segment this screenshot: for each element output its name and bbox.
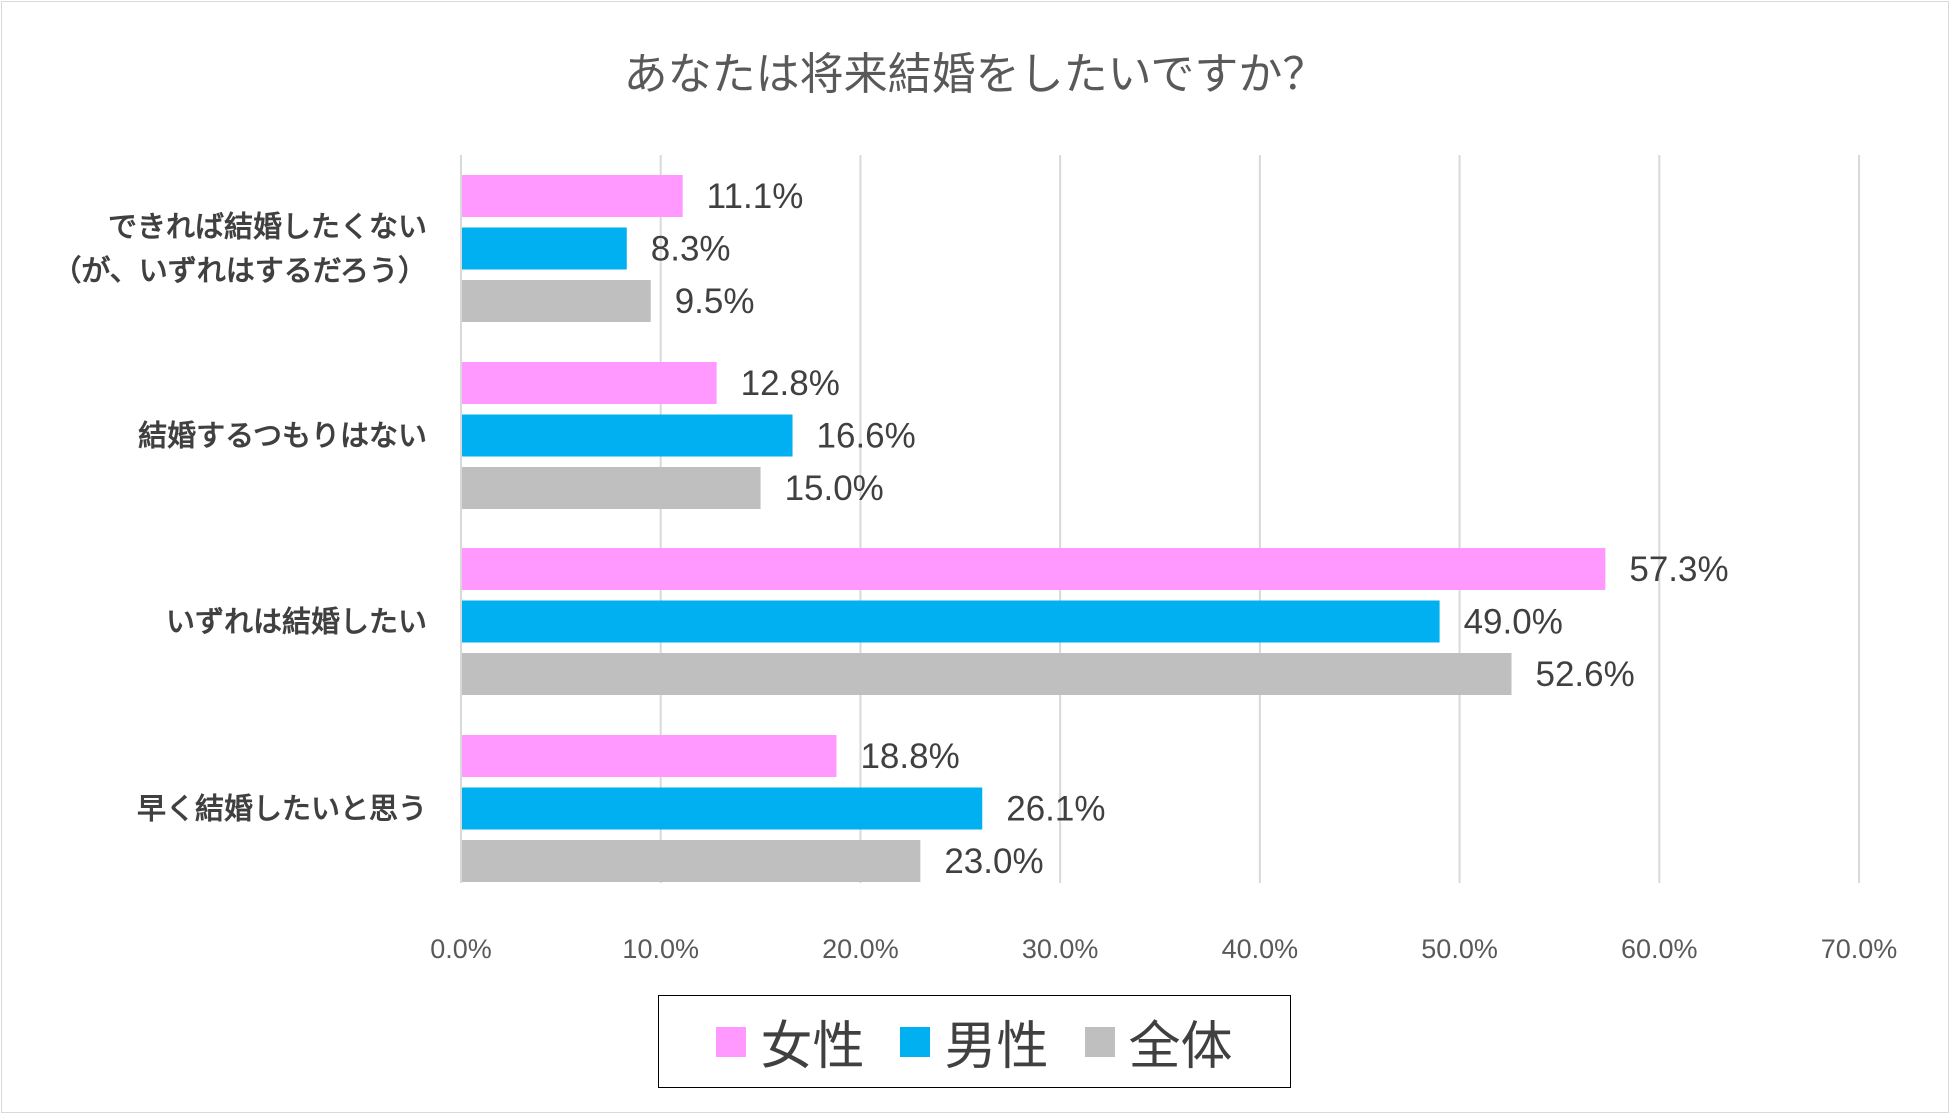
data-label: 57.3% <box>1629 550 1728 589</box>
x-tick-label: 50.0% <box>1421 934 1498 964</box>
x-tick-label: 40.0% <box>1222 934 1299 964</box>
data-label: 9.5% <box>675 282 755 321</box>
chart-title: あなたは将来結婚をしたいですか？ <box>623 49 1327 100</box>
legend-item: 全体 <box>1084 1004 1233 1079</box>
data-label: 26.1% <box>1006 790 1105 829</box>
bar-全体 <box>461 467 761 509</box>
bar-男性 <box>461 227 627 270</box>
x-tick-label: 10.0% <box>622 934 699 964</box>
legend-swatch <box>1084 1026 1115 1057</box>
legend-item: 男性 <box>900 1004 1049 1079</box>
category-label: 早く結婚したいと思う <box>137 792 427 826</box>
data-label: 23.0% <box>944 842 1043 881</box>
x-tick-label: 60.0% <box>1621 934 1698 964</box>
bar-全体 <box>461 840 921 882</box>
bar-女性 <box>461 175 683 217</box>
x-tick-label: 20.0% <box>822 934 899 964</box>
bar-女性 <box>461 362 717 404</box>
legend-label: 女性 <box>760 1017 865 1077</box>
data-label: 49.0% <box>1464 603 1563 642</box>
bar-女性 <box>461 735 837 777</box>
data-label: 52.6% <box>1535 655 1634 694</box>
data-label: 12.8% <box>741 364 840 403</box>
legend: 女性 男性 全体 <box>658 995 1291 1088</box>
category-label: いずれは結婚したい <box>166 605 427 639</box>
bar-男性 <box>461 600 1440 643</box>
category-label: できれば結婚したくない <box>108 210 427 244</box>
x-tick-label: 70.0% <box>1821 934 1898 964</box>
bar-男性 <box>461 414 793 457</box>
category-label: 結婚するつもりはない <box>138 419 427 453</box>
data-label: 11.1% <box>707 177 804 216</box>
bar-全体 <box>461 653 1512 695</box>
legend-label: 全体 <box>1128 1017 1233 1077</box>
bar-女性 <box>461 548 1606 590</box>
category-label: （が、いずれはするだろう） <box>52 254 427 288</box>
x-tick-label: 0.0% <box>430 934 492 964</box>
bar-男性 <box>461 787 983 830</box>
legend-label: 男性 <box>944 1017 1049 1077</box>
legend-swatch <box>716 1026 747 1057</box>
bar-全体 <box>461 280 651 322</box>
legend-swatch <box>900 1026 931 1057</box>
x-tick-label: 30.0% <box>1022 934 1099 964</box>
data-label: 8.3% <box>651 230 731 269</box>
data-label: 16.6% <box>817 417 916 456</box>
data-label: 18.8% <box>860 737 959 776</box>
legend-item: 女性 <box>716 1004 864 1079</box>
data-label: 15.0% <box>785 469 884 508</box>
